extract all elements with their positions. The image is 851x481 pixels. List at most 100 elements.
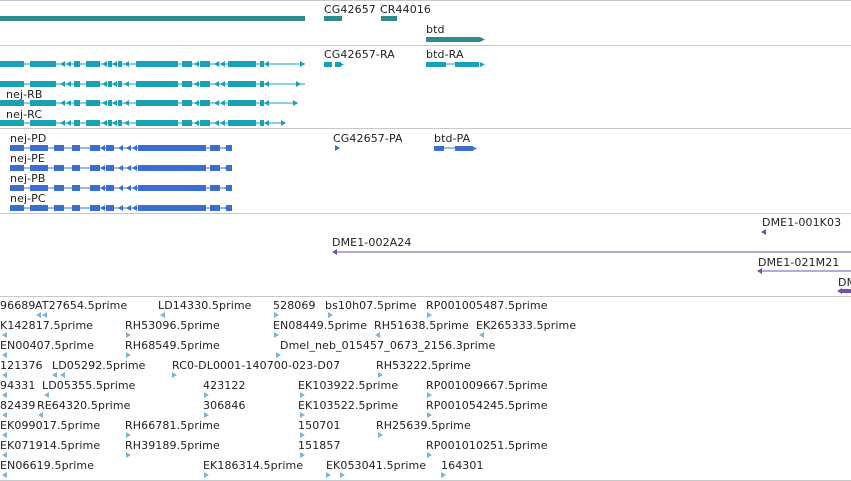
est-label[interactable]: EN00407.5prime [0, 339, 95, 352]
est-glyph [44, 392, 49, 398]
est-glyph [479, 332, 484, 338]
est-label[interactable]: RC0-DL0001-140700-023-D07 [172, 359, 341, 372]
protein-label-nej-pc[interactable]: nej-PC [10, 192, 46, 205]
gene-label-cr44016[interactable]: CR44016 [380, 3, 432, 16]
est-label[interactable]: EN06619.5prime [0, 459, 95, 472]
est-label[interactable]: RH66781.5prime [125, 419, 220, 432]
est-label[interactable]: 528069 [273, 299, 316, 312]
gene-label-btd[interactable]: btd [426, 23, 445, 36]
est-label[interactable]: RE64320.5prime [37, 399, 131, 412]
est-label[interactable]: RP001010251.5prime [426, 439, 548, 452]
protein-label-cg42657-pa[interactable]: CG42657-PA [333, 132, 403, 145]
protein-nej-pd-exon [10, 145, 24, 151]
est-label[interactable]: RP001054245.5prime [426, 399, 548, 412]
protein-label-nej-pe[interactable]: nej-PE [10, 152, 45, 165]
est-glyph [378, 432, 383, 438]
transcript-nej-ra-strand-arrow [194, 61, 199, 67]
transcript-nej-rb-exon [30, 100, 56, 106]
est-label[interactable]: EK099017.5prime [0, 419, 101, 432]
transcript-nej-ra-strand-arrow [214, 61, 219, 67]
protein-nej-pc-exon [54, 205, 64, 211]
est-label[interactable]: RH53096.5prime [125, 319, 220, 332]
est-label[interactable]: 306846 [203, 399, 246, 412]
protein-nej-pd-exon [30, 145, 48, 151]
est-label[interactable]: AT27654.5prime [35, 299, 128, 312]
transcript-arrow [293, 100, 298, 106]
est-label[interactable]: RH53222.5prime [376, 359, 471, 372]
clone-label-dme1-021m21[interactable]: DME1-021M21 [758, 256, 840, 269]
transcript-label-cg42657-ra[interactable]: CG42657-RA [324, 48, 395, 61]
est-label[interactable]: EK103522.5prime [298, 399, 399, 412]
est-label[interactable]: 151857 [298, 439, 341, 452]
transcript-nej-ra-exon [74, 61, 80, 67]
clone-bar-dm [842, 289, 851, 293]
est-label[interactable]: Dmel_neb_015457_0673_2156.3prime [280, 339, 496, 352]
transcript-label-nej-rc[interactable]: nej-RC [6, 108, 43, 121]
est-glyph [126, 432, 131, 438]
transcript-nej-rd-exon [0, 81, 24, 87]
protein-label-btd-pa[interactable]: btd-PA [434, 132, 471, 145]
est-label[interactable]: RH39189.5prime [125, 439, 220, 452]
est-label[interactable]: RP001005487.5prime [426, 299, 548, 312]
protein-btd-pa-exon [434, 146, 444, 151]
transcript-arrow [281, 120, 286, 126]
est-label[interactable]: LD05292.5prime [52, 359, 146, 372]
transcript-label-btd-ra[interactable]: btd-RA [426, 48, 464, 61]
est-label[interactable]: LD05355.5prime [42, 379, 136, 392]
est-label[interactable]: RH25639.5prime [376, 419, 471, 432]
est-label[interactable]: EK265333.5prime [476, 319, 577, 332]
est-glyph [126, 332, 131, 338]
est-glyph [52, 372, 57, 378]
est-glyph [126, 352, 131, 358]
est-glyph [204, 392, 209, 398]
transcript-nej-rd-exon [30, 81, 56, 87]
est-label[interactable]: EK053041.5prime [326, 459, 427, 472]
clone-label-dme1-002a24[interactable]: DME1-002A24 [332, 236, 412, 249]
est-label[interactable]: EK186314.5prime [203, 459, 304, 472]
est-label[interactable]: LD14330.5prime [158, 299, 252, 312]
est-label[interactable]: 164301 [441, 459, 484, 472]
protein-label-nej-pb[interactable]: nej-PB [10, 172, 46, 185]
est-label[interactable]: bs10h07.5prime [325, 299, 417, 312]
transcript-nej-ra-strand-arrow [60, 61, 65, 67]
protein-nej-pd-strand-arrow [100, 145, 105, 151]
transcript-nej-rd-exon [260, 81, 264, 87]
protein-nej-pe-strand-arrow [100, 165, 105, 171]
est-label[interactable]: 94331 [0, 379, 36, 392]
est-label[interactable]: 96689 [0, 299, 36, 312]
est-label[interactable]: 121376 [0, 359, 43, 372]
protein-nej-pe-strand-arrow [10, 165, 15, 171]
transcript-label-nej-rb[interactable]: nej-RB [6, 88, 43, 101]
protein-nej-pd-exon [90, 145, 100, 151]
est-label[interactable]: K142817.5prime [0, 319, 94, 332]
protein-nej-pd-strand-arrow [10, 145, 15, 151]
protein-label-nej-pd[interactable]: nej-PD [10, 132, 47, 145]
est-label[interactable]: EK071914.5prime [0, 439, 101, 452]
transcript-nej-rb-exon [0, 100, 24, 106]
transcript-nej-rb-exon [108, 100, 112, 106]
transcript-nej-rd-strand-arrow [60, 81, 65, 87]
transcript-nej-rc-strand-arrow [60, 120, 65, 126]
protein-nej-pe-strand-arrow [126, 165, 131, 171]
est-label[interactable]: RH68549.5prime [125, 339, 220, 352]
protein-nej-pb-strand-arrow [224, 185, 229, 191]
est-label[interactable]: RP001009667.5prime [426, 379, 548, 392]
transcript-cg42657-ra-exon [324, 62, 332, 67]
est-label[interactable]: 423122 [203, 379, 246, 392]
transcript-nej-rd-exon [118, 81, 122, 87]
clone-label-dm[interactable]: DM [838, 276, 851, 289]
est-label[interactable]: RH51638.5prime [374, 319, 469, 332]
est-glyph [274, 312, 279, 318]
est-label[interactable]: 82439 [0, 399, 36, 412]
transcript-arrow [296, 81, 301, 87]
est-label[interactable]: EN08449.5prime [273, 319, 368, 332]
clone-label-dme1-001k03[interactable]: DME1-001K03 [762, 216, 842, 229]
est-glyph [2, 332, 7, 338]
gene-label-cg42657[interactable]: CG42657 [324, 3, 376, 16]
est-glyph [2, 432, 7, 438]
est-label[interactable]: 150701 [298, 419, 341, 432]
est-glyph [328, 312, 333, 318]
est-label[interactable]: EK103922.5prime [298, 379, 399, 392]
protein-nej-pb-strand-arrow [118, 185, 123, 191]
